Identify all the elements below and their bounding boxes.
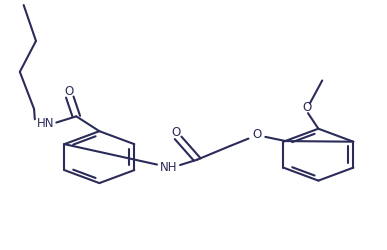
Text: O: O: [171, 126, 181, 139]
Text: O: O: [302, 101, 312, 114]
Text: HN: HN: [37, 117, 54, 130]
Text: NH: NH: [160, 160, 177, 173]
Text: O: O: [64, 85, 73, 98]
Text: O: O: [252, 128, 262, 141]
